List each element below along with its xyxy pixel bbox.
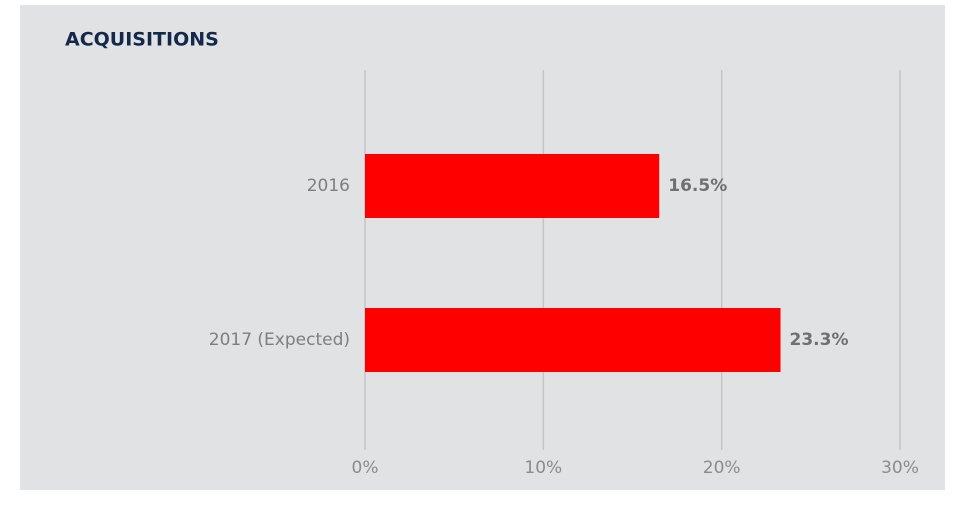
chart-title: ACQUISITIONS	[65, 29, 219, 51]
y-tick-label: 2017 (Expected)	[209, 330, 350, 350]
value-label: 16.5%	[668, 176, 727, 196]
panel	[20, 5, 945, 490]
x-tick-label: 10%	[524, 458, 562, 478]
x-tick-label: 20%	[703, 458, 741, 478]
bar	[365, 154, 660, 218]
x-tick-label: 0%	[352, 458, 379, 478]
bar	[365, 308, 781, 372]
y-tick-label: 2016	[307, 176, 350, 196]
value-label: 23.3%	[790, 330, 849, 350]
x-tick-label: 30%	[881, 458, 919, 478]
